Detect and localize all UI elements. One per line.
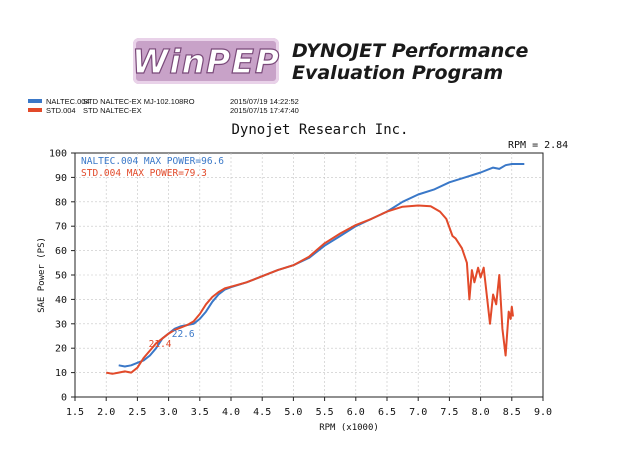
- run-name: NALTEC.004: [46, 97, 90, 106]
- x-tick-label: 4.0: [222, 407, 240, 418]
- legend-entry: STD.004 MAX POWER=79.3: [81, 168, 207, 179]
- run-description: STD NALTEC-EX: [83, 106, 142, 115]
- winpep-logo: WinPEP: [131, 38, 281, 84]
- y-tick-label: 80: [55, 197, 67, 208]
- run-name: STD.004: [46, 106, 76, 115]
- x-tick-label: 9.0: [534, 407, 552, 418]
- x-tick-label: 7.0: [409, 407, 427, 418]
- x-tick-label: 8.5: [503, 407, 521, 418]
- run-date: 2015/07/15 17:47:40: [230, 106, 299, 115]
- y-tick-label: 60: [55, 246, 67, 257]
- x-tick-label: 7.5: [440, 407, 458, 418]
- y-tick-label: 50: [55, 271, 67, 282]
- x-tick-label: 6.0: [347, 407, 365, 418]
- series-line-std-004: [106, 204, 514, 375]
- logo-text: WinPEP: [131, 41, 281, 81]
- data-annotation: 22.6: [172, 329, 195, 340]
- x-tick-label: 4.5: [253, 407, 271, 418]
- y-tick-label: 0: [61, 393, 67, 404]
- y-tick-label: 40: [55, 295, 67, 306]
- company-title: Dynojet Research Inc.: [231, 122, 409, 138]
- y-tick-label: 30: [55, 319, 67, 330]
- x-tick-label: 2.5: [128, 407, 146, 418]
- legend-entry: NALTEC.004 MAX POWER=96.6: [81, 156, 224, 167]
- run-color-swatch: [28, 108, 42, 112]
- x-axis-label: RPM (x1000): [319, 423, 379, 433]
- program-title-line1: DYNOJET Performance: [292, 40, 529, 62]
- program-title: DYNOJET Performance Evaluation Program: [292, 40, 528, 84]
- y-tick-label: 20: [55, 344, 67, 355]
- x-tick-label: 3.0: [160, 407, 178, 418]
- data-annotation: 21.4: [149, 339, 172, 350]
- x-tick-label: 6.5: [378, 407, 396, 418]
- run-date: 2015/07/19 14:22:52: [230, 97, 299, 106]
- run-color-swatch: [28, 99, 42, 103]
- y-axis-label: SAE Power (PS): [37, 237, 47, 313]
- x-tick-label: 5.5: [316, 407, 334, 418]
- x-tick-label: 1.5: [66, 407, 84, 418]
- y-tick-label: 90: [55, 173, 67, 184]
- x-tick-label: 2.0: [97, 407, 115, 418]
- y-tick-label: 100: [49, 149, 67, 160]
- x-tick-label: 8.0: [472, 407, 490, 418]
- run-description: STD NALTEC-EX MJ-102.108RO: [83, 97, 195, 106]
- x-tick-label: 3.5: [191, 407, 209, 418]
- program-title-line2: Evaluation Program: [292, 62, 504, 84]
- rpm-ratio-label: RPM = 2.84: [508, 140, 569, 151]
- y-tick-label: 10: [55, 368, 67, 379]
- y-tick-label: 70: [55, 222, 67, 233]
- x-tick-label: 5.0: [284, 407, 302, 418]
